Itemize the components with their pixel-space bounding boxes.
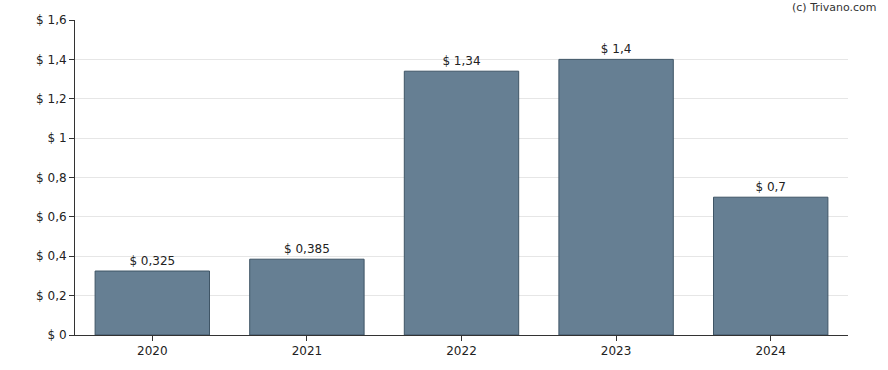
svg-text:$ 0,8: $ 0,8	[36, 171, 67, 185]
svg-text:$ 0,2: $ 0,2	[36, 289, 67, 303]
svg-text:(c) Trivano.com: (c) Trivano.com	[792, 1, 877, 14]
svg-text:2021: 2021	[292, 344, 323, 358]
svg-text:$ 1: $ 1	[48, 131, 67, 145]
svg-text:2023: 2023	[601, 344, 632, 358]
svg-text:2024: 2024	[755, 344, 786, 358]
svg-text:$ 0,6: $ 0,6	[36, 210, 67, 224]
svg-text:2020: 2020	[137, 344, 168, 358]
svg-text:$ 0,7: $ 0,7	[755, 180, 786, 194]
svg-text:$ 0,385: $ 0,385	[284, 242, 330, 256]
svg-text:2022: 2022	[446, 344, 477, 358]
svg-text:$ 0: $ 0	[48, 328, 67, 342]
svg-text:$ 0,4: $ 0,4	[36, 249, 67, 263]
svg-text:$ 0,325: $ 0,325	[129, 254, 175, 268]
svg-text:$ 1,34: $ 1,34	[442, 54, 480, 68]
svg-text:$ 1,6: $ 1,6	[36, 13, 67, 27]
svg-text:$ 1,4: $ 1,4	[36, 53, 67, 67]
svg-text:$ 1,4: $ 1,4	[601, 42, 632, 56]
svg-text:$ 1,2: $ 1,2	[36, 92, 67, 106]
